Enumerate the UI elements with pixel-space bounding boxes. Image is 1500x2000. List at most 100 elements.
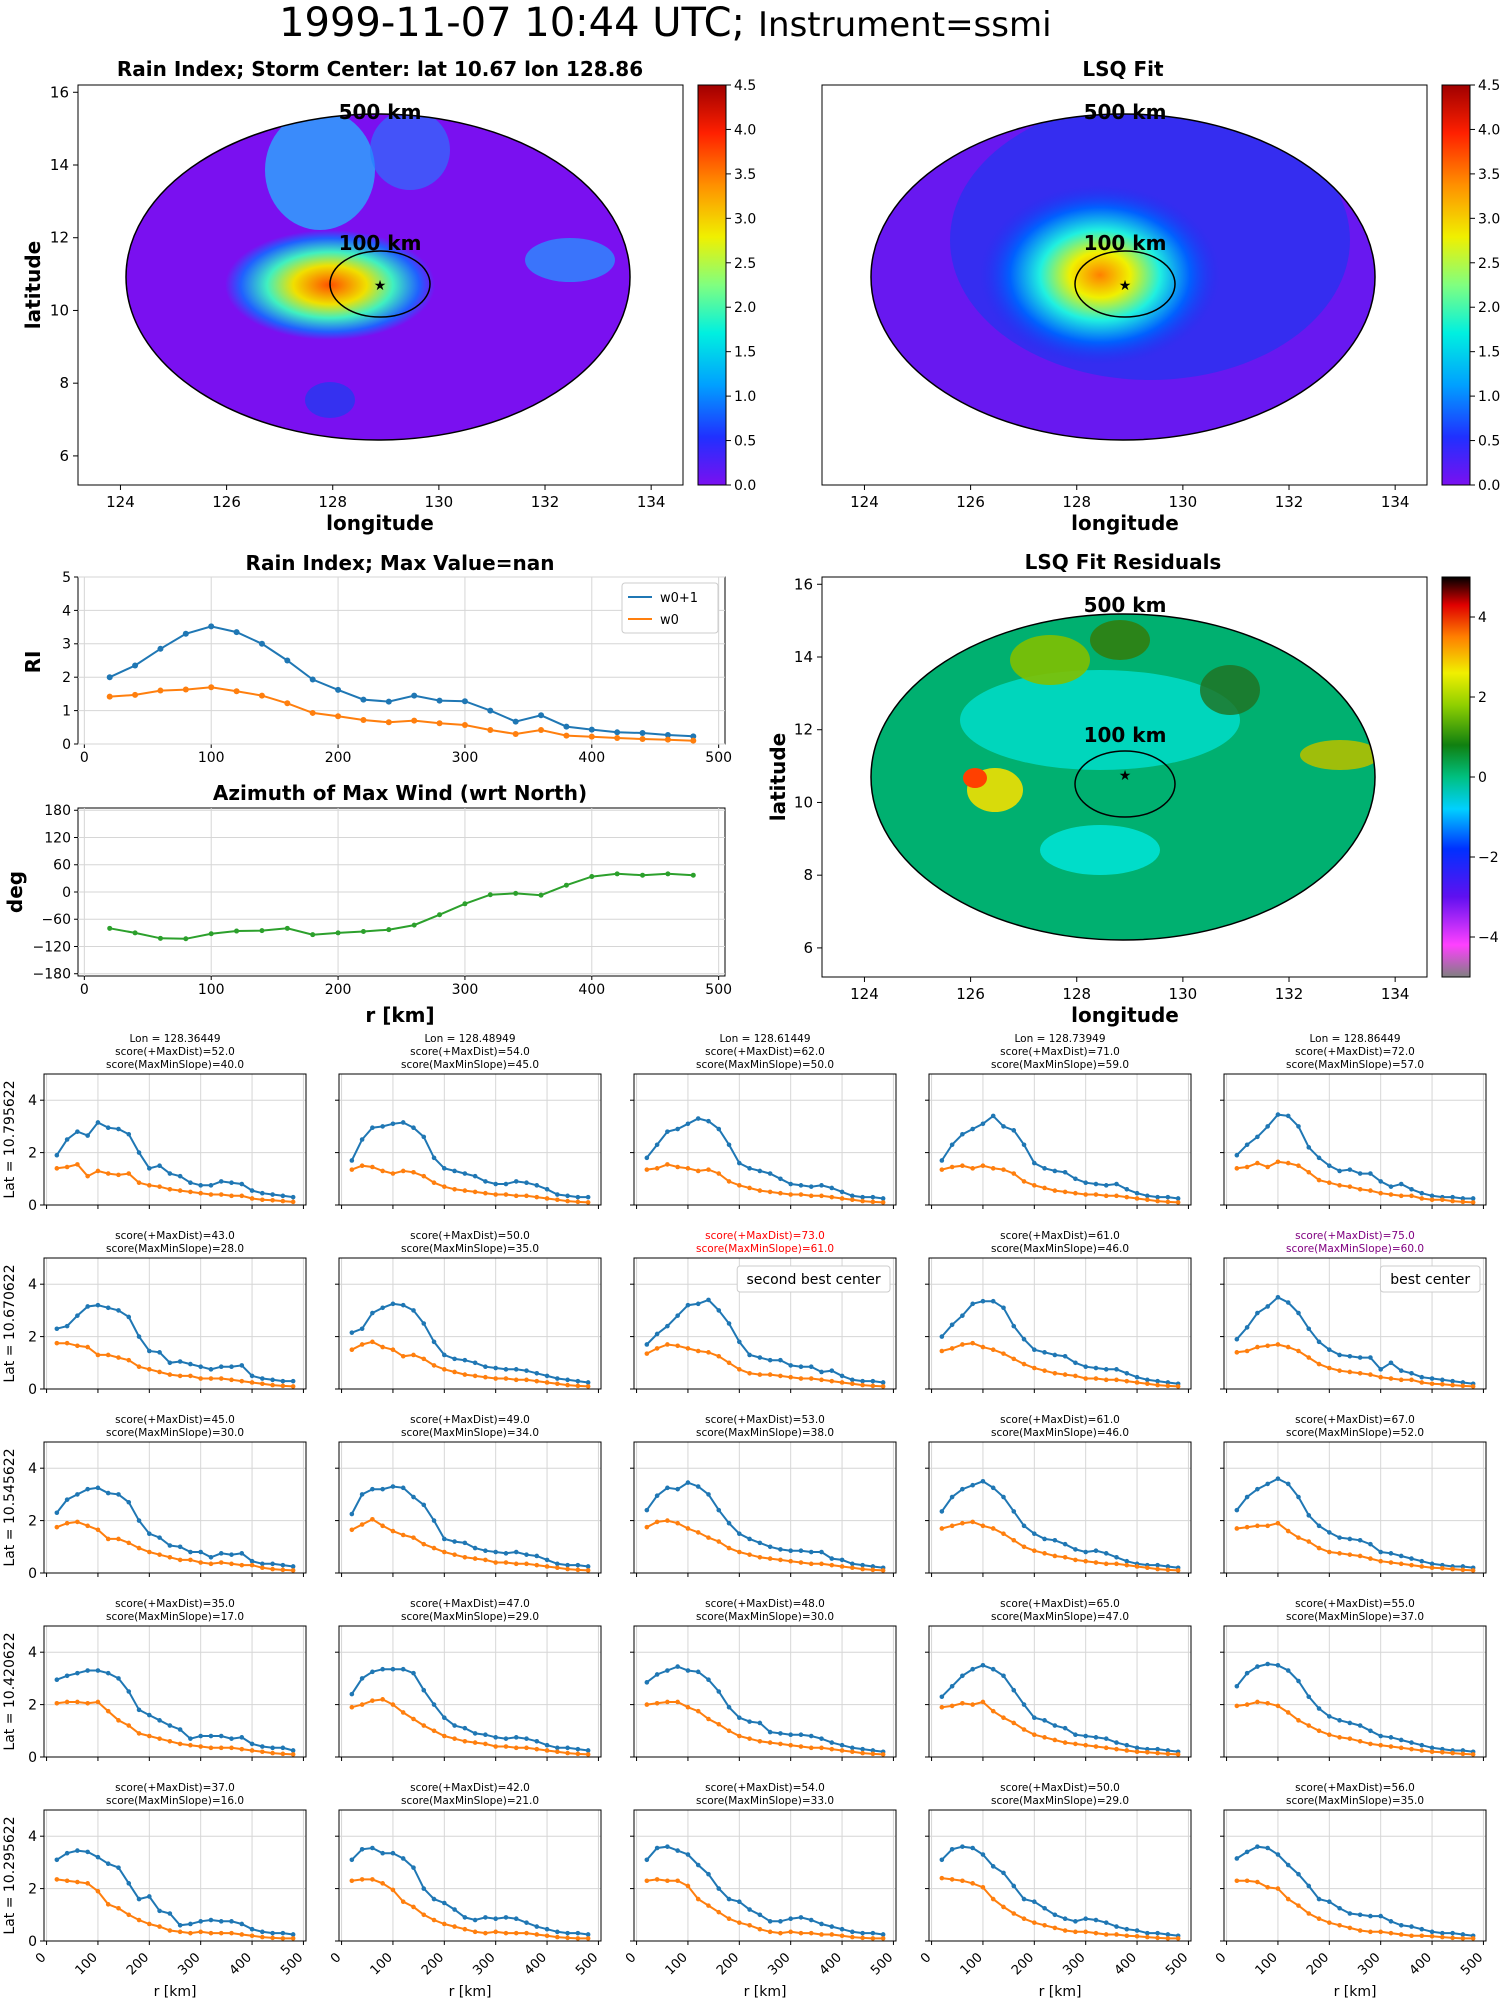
w0-point bbox=[1450, 1198, 1455, 1204]
w0p1-point bbox=[685, 1852, 691, 1857]
panel-score-maxminslope: score(MaxMinSlope)=47.0 bbox=[991, 1611, 1129, 1623]
w0-point bbox=[870, 1936, 876, 1941]
w0-line bbox=[646, 1343, 884, 1388]
w0-point bbox=[349, 1347, 355, 1352]
lsq-fit-500km-label: 500 km bbox=[1084, 100, 1167, 124]
w0p1-point bbox=[1265, 1304, 1270, 1309]
w0-point bbox=[1337, 1368, 1342, 1373]
ytick-label: 0 bbox=[28, 1382, 37, 1398]
lsq-fit-map-axes: 124 126 128 130 132 134 bbox=[850, 485, 1409, 511]
w0p1-point bbox=[1021, 1336, 1027, 1342]
w0-point bbox=[949, 1164, 955, 1170]
w0-point bbox=[400, 1899, 406, 1904]
w0p1-point bbox=[116, 1126, 121, 1132]
w0p1-line bbox=[1236, 1296, 1474, 1385]
w0-point bbox=[85, 1523, 90, 1529]
w0-point bbox=[1409, 1933, 1414, 1939]
w0-point bbox=[565, 1566, 570, 1572]
w0-point bbox=[380, 1697, 385, 1702]
w0-point bbox=[1244, 1524, 1250, 1530]
w0-point bbox=[1052, 1553, 1058, 1559]
w0p1-point bbox=[839, 1373, 845, 1379]
w0-point bbox=[675, 1343, 680, 1349]
w0-point bbox=[829, 1194, 835, 1200]
w0-point bbox=[1114, 1746, 1119, 1752]
w0p1-point bbox=[575, 1378, 581, 1384]
w0-point bbox=[249, 1748, 255, 1753]
w0-point bbox=[1001, 1904, 1006, 1910]
w0p1-point bbox=[778, 1547, 783, 1552]
w0p1-line bbox=[350, 1485, 589, 1568]
w0p1-point bbox=[829, 1924, 835, 1929]
w0p1-point bbox=[400, 1302, 406, 1308]
w0p1-point bbox=[767, 1171, 773, 1176]
w0p1-point bbox=[665, 1129, 670, 1134]
xtick-label: 500 bbox=[573, 1950, 601, 1978]
w0p1-point bbox=[349, 1511, 355, 1517]
w0-point bbox=[644, 1702, 650, 1707]
panel-score-maxminslope: score(MaxMinSlope)=60.0 bbox=[1286, 1243, 1424, 1255]
w0-point bbox=[1368, 1372, 1373, 1377]
w0p1-point bbox=[359, 1137, 365, 1142]
azimuth-point bbox=[259, 928, 265, 934]
w0-point bbox=[452, 1552, 457, 1557]
w0-point bbox=[1234, 1526, 1240, 1531]
w0p1-point bbox=[503, 1736, 509, 1741]
w0-point bbox=[229, 1193, 234, 1199]
w0-point bbox=[54, 1524, 60, 1530]
panel-score-maxminslope: score(MaxMinSlope)=35.0 bbox=[1286, 1795, 1424, 1807]
w0p1-point bbox=[1337, 1168, 1342, 1174]
w0p1-line bbox=[350, 1668, 589, 1752]
w0p1-point bbox=[1316, 1896, 1322, 1902]
w0p1-point bbox=[208, 623, 215, 630]
w0p1-point bbox=[829, 1556, 835, 1561]
w0p1-point bbox=[85, 1133, 90, 1138]
w0-point bbox=[870, 1751, 876, 1757]
w0-point bbox=[208, 684, 215, 691]
w0-point bbox=[1470, 1384, 1476, 1389]
w0p1-point bbox=[939, 1694, 945, 1700]
w0p1-point bbox=[685, 1480, 691, 1485]
w0p1-point bbox=[839, 1189, 845, 1195]
w0-point bbox=[1306, 1169, 1312, 1175]
w0p1-point bbox=[260, 1376, 265, 1381]
w0-point bbox=[1306, 1355, 1312, 1360]
w0p1-point bbox=[880, 1932, 886, 1937]
w0p1-point bbox=[483, 1548, 488, 1554]
w0-point bbox=[970, 1702, 975, 1707]
w0p1-point bbox=[1285, 1300, 1291, 1305]
xtick-label: 100 bbox=[958, 1950, 986, 1978]
w0p1-point bbox=[1083, 1180, 1088, 1186]
w0p1-point bbox=[400, 1120, 406, 1125]
w0-point bbox=[126, 1357, 132, 1363]
w0-point bbox=[524, 1930, 529, 1936]
w0p1-point bbox=[675, 1313, 680, 1318]
panel-xlabel: r [km] bbox=[449, 1984, 492, 2000]
w0-point bbox=[960, 1878, 965, 1884]
w0-point bbox=[639, 735, 646, 742]
w0p1-point bbox=[260, 1744, 265, 1749]
w0p1-point bbox=[808, 1733, 814, 1739]
panel-xlabel: r [km] bbox=[1334, 1984, 1377, 2000]
w0p1-point bbox=[462, 1725, 468, 1731]
ytick-label: 0 bbox=[62, 885, 71, 901]
w0-point bbox=[1265, 1523, 1270, 1529]
w0p1-point bbox=[239, 1363, 245, 1368]
w0-point bbox=[850, 1565, 855, 1571]
w0-point bbox=[370, 1698, 375, 1703]
w0-point bbox=[1327, 1920, 1332, 1925]
xtick-label: 400 bbox=[578, 982, 605, 998]
w0-point bbox=[239, 1746, 245, 1752]
w0p1-point bbox=[249, 1373, 255, 1379]
w0p1-point bbox=[778, 1357, 783, 1363]
w0p1-point bbox=[1429, 1376, 1435, 1381]
w0-point bbox=[280, 1198, 286, 1204]
w0p1-point bbox=[1103, 1920, 1109, 1925]
w0p1-point bbox=[685, 1302, 691, 1308]
rain-index-profile-title: Rain Index; Max Value=nan bbox=[246, 551, 555, 575]
w0-point bbox=[1175, 1752, 1181, 1757]
w0p1-point bbox=[431, 1702, 437, 1707]
w0-point bbox=[400, 1353, 406, 1359]
w0p1-point bbox=[335, 686, 342, 693]
w0p1-point bbox=[218, 1364, 224, 1370]
